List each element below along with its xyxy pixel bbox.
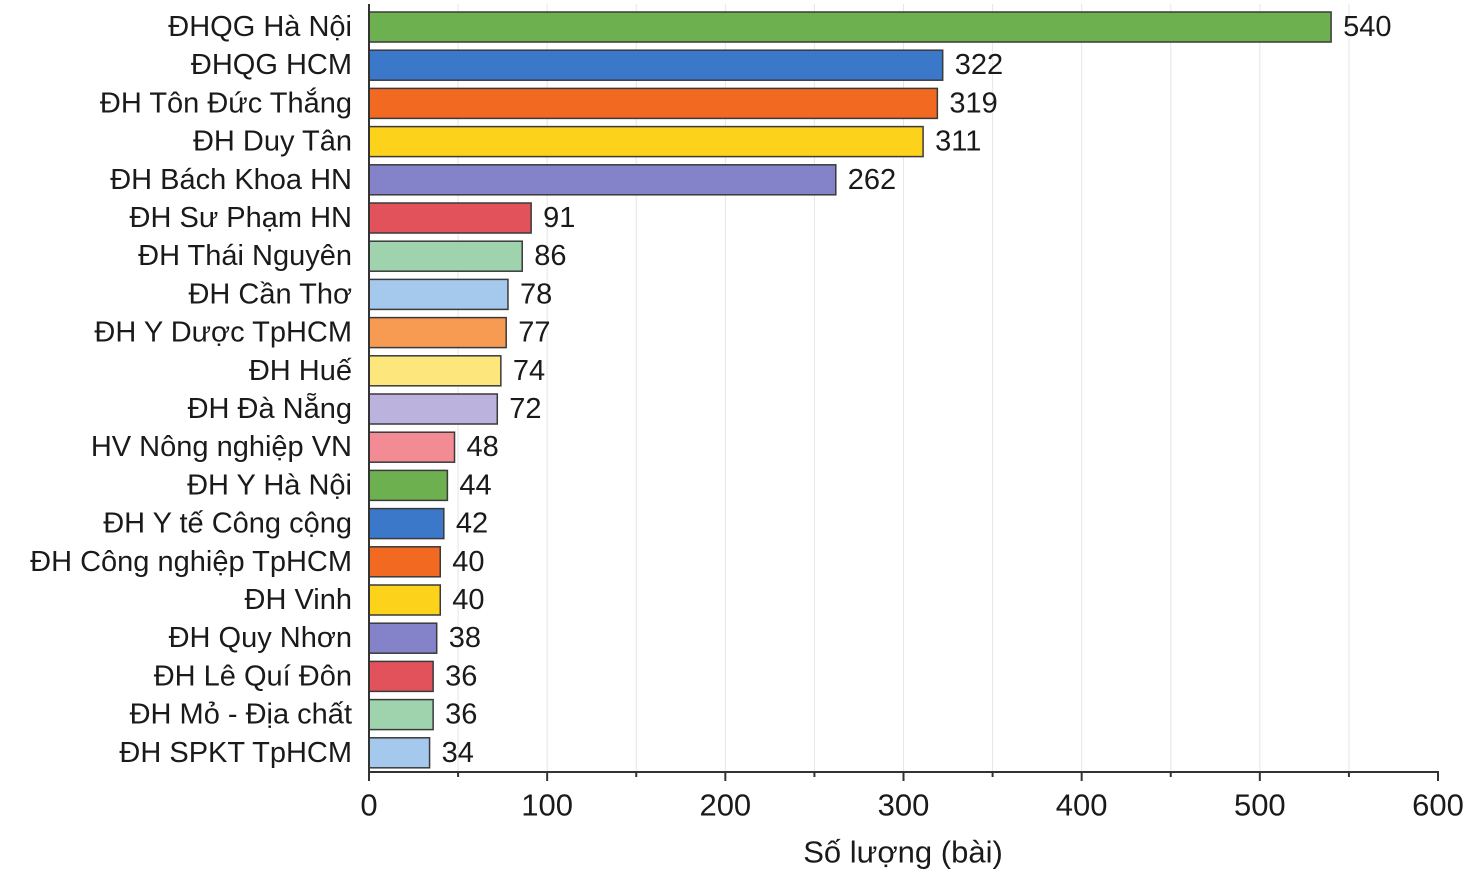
category-label: HV Nông nghiệp VN <box>91 431 352 463</box>
x-tick-label: 500 <box>1234 788 1286 823</box>
category-label: ĐH Công nghiệp TpHCM <box>30 546 352 578</box>
category-label: ĐH Quy Nhơn <box>169 622 352 654</box>
bar <box>368 164 837 196</box>
value-label: 48 <box>467 431 499 463</box>
bar <box>368 355 502 387</box>
category-label: ĐH Vinh <box>245 584 352 616</box>
bar <box>368 584 442 616</box>
category-label: ĐHQG HCM <box>191 49 352 81</box>
value-label: 86 <box>534 240 566 272</box>
bar <box>368 202 532 234</box>
value-label: 42 <box>456 508 488 540</box>
value-label: 44 <box>459 469 491 501</box>
bar <box>368 507 445 540</box>
category-label: ĐH Cần Thơ <box>188 278 352 310</box>
bar <box>368 87 939 120</box>
bar <box>368 11 1332 43</box>
value-label: 72 <box>509 393 541 425</box>
category-label: ĐH Y Hà Nội <box>187 469 352 501</box>
value-label: 77 <box>518 317 550 349</box>
value-label: 78 <box>520 278 552 310</box>
x-tick-label: 100 <box>521 788 573 823</box>
bar <box>368 469 449 502</box>
category-label: ĐH Y tế Công cộng <box>103 508 352 540</box>
value-label: 262 <box>848 164 896 196</box>
category-label: ĐH Huế <box>249 355 352 387</box>
bar <box>368 125 924 158</box>
gridlines <box>457 4 1350 772</box>
x-tick-label: 200 <box>699 788 751 823</box>
bar <box>368 698 434 731</box>
category-label: ĐH Tôn Đức Thắng <box>100 86 352 119</box>
category-labels: ĐHQG Hà Nội ĐHQG HCM ĐH Tôn Đức Thắng ĐH Du… <box>30 11 352 769</box>
value-label: 40 <box>452 546 484 578</box>
value-label: 319 <box>949 87 997 119</box>
bar <box>368 431 456 463</box>
value-label: 91 <box>543 202 575 234</box>
bar <box>368 393 499 425</box>
category-label: ĐH Lê Quí Đôn <box>154 660 352 692</box>
x-axis-tick-labels: 0 100 200 300 400 500 600 <box>360 788 1463 823</box>
category-label: ĐH Duy Tân <box>193 126 352 158</box>
bar <box>368 316 507 349</box>
category-label: ĐH SPKT TpHCM <box>119 737 352 769</box>
value-label: 34 <box>442 737 474 769</box>
bar <box>368 240 523 272</box>
x-tick-label: 300 <box>878 788 930 823</box>
bar <box>368 546 442 578</box>
bar <box>368 737 431 769</box>
value-label: 322 <box>955 49 1003 81</box>
value-label: 540 <box>1343 11 1391 43</box>
x-axis-title: Số lượng (bài) <box>803 835 1003 870</box>
value-label: 74 <box>513 355 545 387</box>
value-labels: 540 322 319 311 262 91 86 78 77 74 72 48 44 42 40 40 38 3… <box>442 11 1392 769</box>
value-label: 311 <box>935 126 981 158</box>
category-label: ĐH Sư Phạm HN <box>130 202 352 234</box>
category-label: ĐH Bách Khoa HN <box>110 164 352 196</box>
bar <box>368 622 438 654</box>
value-label: 36 <box>445 699 477 731</box>
bars <box>368 11 1332 769</box>
x-tick-label: 0 <box>360 788 377 823</box>
category-label: ĐH Thái Nguyên <box>138 240 352 272</box>
bar <box>368 660 434 693</box>
category-label: ĐH Đà Nẵng <box>188 392 352 425</box>
x-axis-ticks <box>368 772 1439 781</box>
value-label: 38 <box>449 622 481 654</box>
value-label: 40 <box>452 584 484 616</box>
x-tick-label: 600 <box>1412 788 1464 823</box>
category-label: ĐHQG Hà Nội <box>168 11 352 43</box>
x-tick-label: 400 <box>1056 788 1108 823</box>
category-label: ĐH Mỏ - Địa chất <box>130 699 352 731</box>
bar <box>368 49 944 81</box>
bar <box>368 278 509 311</box>
category-label: ĐH Y Dược TpHCM <box>94 317 352 349</box>
value-label: 36 <box>445 660 477 692</box>
